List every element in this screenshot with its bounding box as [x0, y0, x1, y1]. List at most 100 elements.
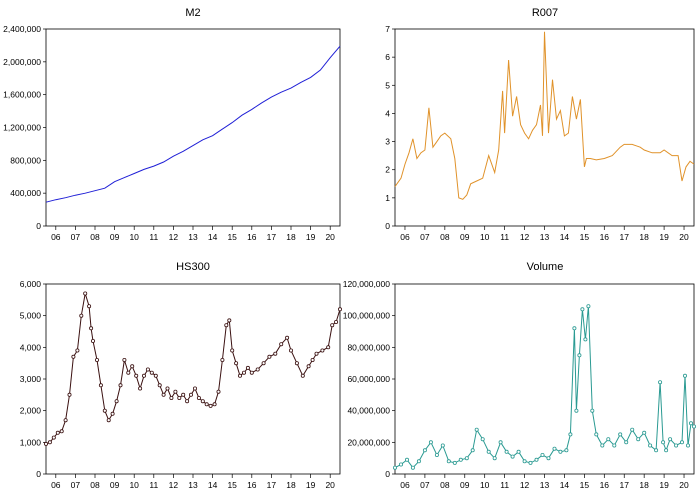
y-tick-label: 1,200,000 — [3, 123, 41, 133]
x-tick-label: 08 — [90, 232, 100, 242]
x-tick-label: 18 — [639, 480, 649, 490]
data-point — [157, 383, 162, 388]
y-tick-label: 40,000,000 — [347, 406, 390, 416]
data-point — [122, 357, 127, 362]
y-tick-label: 0 — [36, 469, 41, 479]
data-point — [577, 353, 582, 358]
data-point — [452, 460, 457, 465]
data-point — [273, 351, 278, 356]
data-point — [558, 449, 563, 454]
x-tick-label: 15 — [580, 232, 590, 242]
data-point — [668, 437, 673, 442]
y-tick-label: 800,000 — [10, 155, 41, 165]
series-line — [45, 293, 341, 445]
series-line — [394, 31, 695, 200]
y-tick-label: 2,000 — [20, 406, 42, 416]
data-point — [169, 395, 174, 400]
data-point — [149, 370, 154, 375]
y-tick-label: 1,600,000 — [3, 90, 41, 100]
data-point — [510, 454, 515, 459]
x-tick-label: 16 — [600, 480, 610, 490]
data-point — [658, 380, 663, 385]
data-point — [95, 357, 100, 362]
data-point — [504, 449, 509, 454]
data-point — [320, 348, 325, 353]
data-point — [572, 326, 577, 331]
x-tick-label: 14 — [208, 232, 218, 242]
y-tick-label: 4,000 — [20, 342, 42, 352]
data-point — [314, 351, 319, 356]
x-tick-label: 16 — [247, 232, 257, 242]
data-point — [67, 392, 72, 397]
data-point — [89, 326, 94, 331]
plot-frame — [394, 28, 695, 227]
data-point — [91, 338, 96, 343]
data-point — [580, 307, 585, 312]
data-point — [102, 408, 107, 413]
data-point — [534, 457, 539, 462]
data-point — [220, 357, 225, 362]
data-point — [594, 432, 599, 437]
data-point — [208, 403, 213, 408]
r007-title: R007 — [532, 7, 558, 19]
x-tick-label: 13 — [540, 480, 550, 490]
data-point — [422, 448, 427, 453]
data-point — [674, 443, 679, 448]
x-tick-label: 09 — [460, 232, 470, 242]
data-point — [686, 443, 691, 448]
data-point — [522, 459, 527, 464]
data-point — [110, 411, 115, 416]
y-tick-label: 6,000 — [20, 279, 42, 289]
data-point — [145, 367, 150, 372]
data-point — [434, 452, 439, 457]
y-tick-label: 80,000,000 — [347, 342, 390, 352]
data-point — [261, 361, 266, 366]
x-tick-label: 12 — [520, 480, 530, 490]
x-tick-label: 18 — [286, 232, 296, 242]
x-tick-label: 11 — [500, 480, 509, 490]
y-tick-label: 2,400,000 — [3, 24, 41, 34]
x-tick-label: 11 — [500, 232, 509, 242]
y-tick-label: 3 — [385, 137, 390, 147]
x-tick-label: 16 — [600, 232, 610, 242]
y-tick-label: 0 — [385, 469, 390, 479]
data-point — [492, 456, 497, 461]
data-point — [47, 440, 52, 445]
data-point — [173, 389, 178, 394]
y-tick-label: 120,000,000 — [343, 279, 391, 289]
data-point — [181, 392, 186, 397]
x-tick-label: 08 — [90, 480, 100, 490]
data-point — [126, 370, 131, 375]
data-point — [583, 337, 588, 342]
data-point — [196, 395, 201, 400]
x-tick-label: 11 — [149, 232, 158, 242]
data-point — [661, 440, 666, 445]
x-tick-label: 14 — [208, 480, 218, 490]
data-point — [118, 383, 123, 388]
data-point — [234, 361, 239, 366]
data-point — [326, 345, 331, 350]
data-point — [470, 448, 475, 453]
volume-panel: Volume 0 20,000,000 40,000,000 60,000,000 80,… — [343, 261, 697, 490]
x-tick-label: 08 — [440, 232, 450, 242]
data-point — [165, 386, 170, 391]
data-point — [294, 361, 299, 366]
data-point — [306, 364, 311, 369]
data-point — [288, 348, 293, 353]
data-point — [141, 373, 146, 378]
hs300-panel: HS300 0 1,000 2,000 3,000 4,000 5,000 6,000 06 07… — [20, 261, 342, 490]
x-tick-label: 19 — [306, 232, 316, 242]
data-point — [200, 399, 205, 404]
data-point — [79, 313, 84, 318]
data-point — [279, 342, 284, 347]
data-point — [612, 443, 617, 448]
y-tick-label: 6 — [385, 52, 390, 62]
data-point — [134, 373, 139, 378]
data-point — [692, 424, 697, 429]
data-point — [564, 448, 569, 453]
x-tick-label: 16 — [247, 480, 257, 490]
x-tick-label: 20 — [325, 232, 335, 242]
data-point — [188, 392, 193, 397]
data-point — [204, 402, 209, 407]
data-point — [237, 373, 242, 378]
